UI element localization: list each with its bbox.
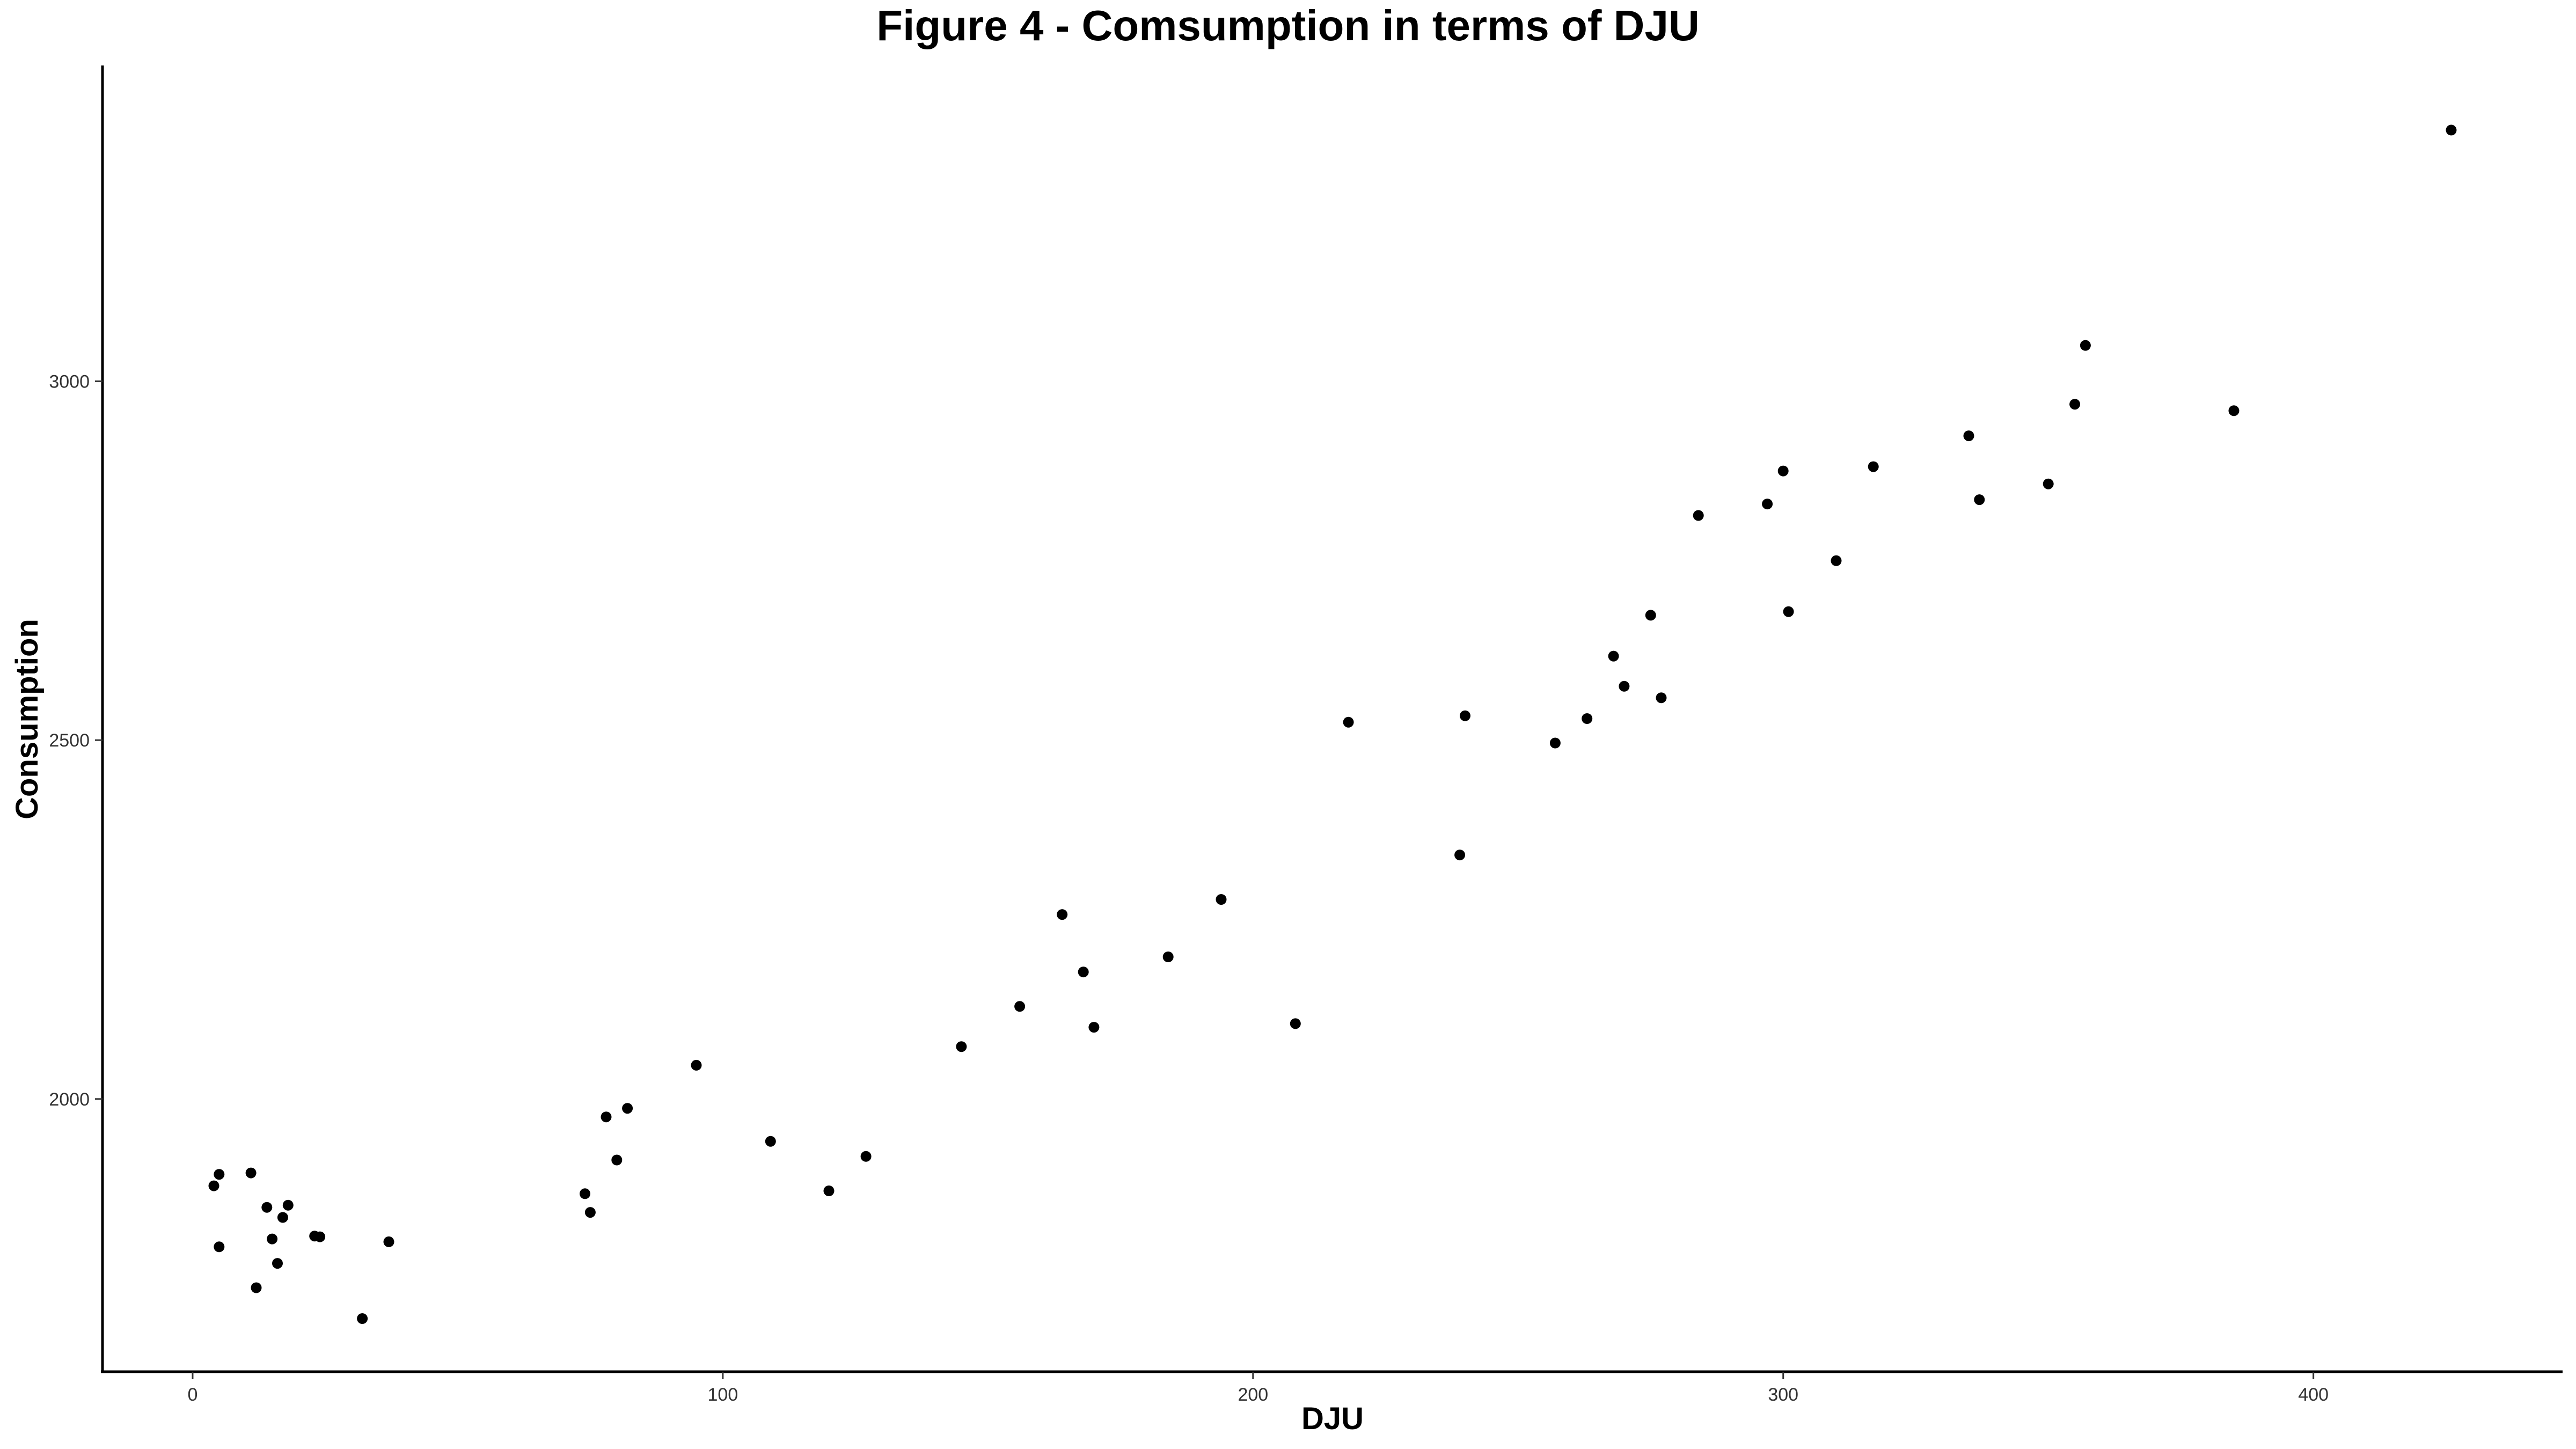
data-point [1460, 710, 1470, 721]
data-point [383, 1236, 394, 1247]
data-point [1078, 967, 1089, 978]
x-tick-label: 300 [1768, 1385, 1798, 1405]
x-tick-label: 0 [187, 1385, 197, 1405]
data-point [1831, 555, 1842, 566]
data-point [1963, 430, 1974, 442]
data-point [580, 1188, 590, 1199]
data-point [765, 1136, 776, 1147]
data-point [584, 1207, 596, 1218]
data-point [1656, 692, 1667, 704]
data-point [1162, 952, 1174, 962]
data-point [601, 1111, 612, 1123]
data-point [261, 1202, 273, 1213]
data-point [1777, 465, 1789, 477]
data-point [1014, 1001, 1026, 1012]
data-point [1088, 1022, 1100, 1033]
data-point [956, 1041, 967, 1052]
data-point [622, 1103, 633, 1114]
data-point [1762, 499, 1773, 510]
data-point [691, 1059, 702, 1071]
data-point [1608, 650, 1619, 662]
data-point [1645, 610, 1656, 621]
y-axis-ticks: 2000 2500 3000 [49, 371, 103, 1110]
data-point [1343, 716, 1354, 728]
y-tick-label: 2500 [49, 730, 90, 751]
data-point [1216, 894, 1227, 905]
data-point [1290, 1018, 1301, 1029]
x-axis-ticks: 0 100 200 300 400 [187, 1372, 2329, 1405]
data-point [2228, 405, 2240, 416]
data-points [208, 125, 2457, 1324]
data-point [282, 1199, 294, 1211]
data-point [1582, 713, 1593, 724]
data-point [357, 1313, 368, 1324]
data-point [272, 1258, 283, 1269]
data-point [823, 1185, 835, 1196]
y-tick-label: 2000 [49, 1089, 90, 1110]
chart-title: Figure 4 - Comsumption in terms of DJU [876, 2, 1699, 49]
data-point [611, 1154, 623, 1166]
data-point [2080, 340, 2091, 351]
data-point [267, 1233, 278, 1245]
data-point [277, 1212, 288, 1223]
y-tick-label: 3000 [49, 371, 90, 392]
data-point [214, 1169, 225, 1180]
data-point [251, 1282, 262, 1293]
data-point [245, 1167, 257, 1179]
data-point [1057, 909, 1068, 920]
x-axis-title: DJU [1301, 1401, 1364, 1436]
data-point [1549, 737, 1561, 749]
data-point [2043, 478, 2054, 489]
data-point [2446, 125, 2457, 136]
data-point [1783, 606, 1794, 617]
data-point [214, 1241, 225, 1253]
data-point [1454, 850, 1466, 861]
data-point [1868, 461, 1879, 472]
x-tick-label: 200 [1238, 1385, 1268, 1405]
data-point [314, 1231, 326, 1242]
x-tick-label: 400 [2298, 1385, 2329, 1405]
data-point [1974, 494, 1985, 506]
x-tick-label: 100 [708, 1385, 738, 1405]
data-point [1693, 510, 1704, 521]
data-point [1619, 680, 1630, 692]
data-point [208, 1180, 219, 1191]
data-point [2069, 399, 2081, 410]
data-point [860, 1151, 872, 1162]
y-axis-title: Consumption [10, 619, 45, 819]
